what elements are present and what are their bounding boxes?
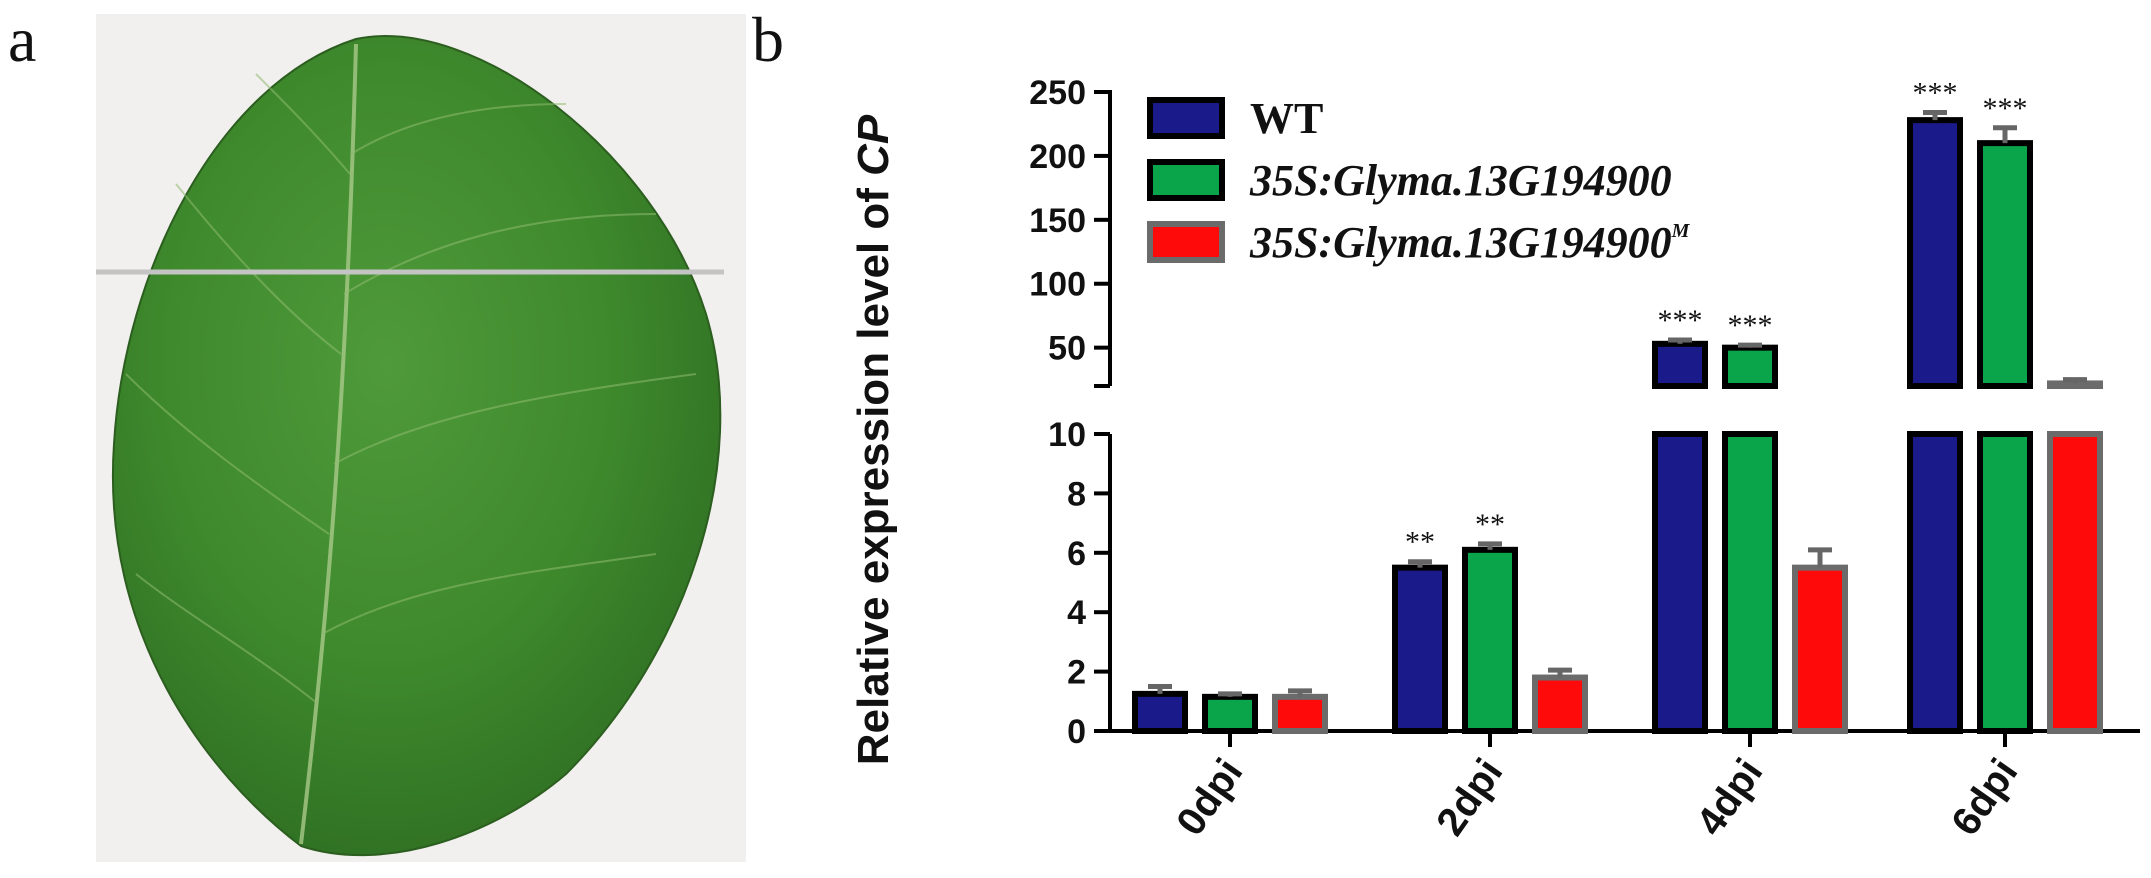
panel-a-label: a <box>8 4 37 75</box>
leaf-image <box>82 35 724 857</box>
bar-upper-segment <box>1977 140 2033 389</box>
legend-label: 35S:Glyma.13G194900M <box>1249 218 1691 267</box>
y-tick-label-lower: 10 <box>1048 416 1086 454</box>
bar-0-3 <box>1907 109 1963 734</box>
x-category-label: 6dpi <box>1943 751 2026 844</box>
bar <box>1462 546 1518 735</box>
y-tick-label-lower: 4 <box>1067 594 1086 632</box>
bar-1-3 <box>1977 125 2033 734</box>
bar-1-1 <box>1462 541 1518 735</box>
bar-2-2 <box>1792 547 1848 735</box>
bar-upper-segment <box>1722 344 1778 389</box>
bar <box>1272 693 1328 734</box>
bar-upper-segment <box>1907 117 1963 390</box>
bar <box>1202 693 1258 734</box>
legend-label: 35S:Glyma.13G194900 <box>1249 156 1672 205</box>
y-tick-label-upper: 200 <box>1029 138 1086 176</box>
legend-swatch <box>1147 97 1225 139</box>
bar-lower-segment <box>1977 431 2033 734</box>
bar <box>1532 674 1588 734</box>
legend-swatch <box>1147 159 1225 201</box>
bar-0-2 <box>1652 337 1708 734</box>
significance-label: *** <box>1913 76 1958 109</box>
bar-lower-segment <box>1722 431 1778 734</box>
significance-label: ** <box>1405 526 1435 559</box>
leaf-midrib <box>299 43 358 845</box>
y-tick-label-lower: 2 <box>1067 654 1086 692</box>
bar-0-0 <box>1132 683 1188 734</box>
bar-upper-segment <box>2047 380 2103 390</box>
y-tick-label-upper: 150 <box>1029 202 1086 240</box>
bar <box>1132 690 1188 734</box>
bar-lower-segment <box>2047 431 2103 734</box>
y-tick-label-lower: 8 <box>1067 475 1086 513</box>
legend-swatch <box>1147 221 1225 263</box>
bar-0-1 <box>1392 559 1448 735</box>
legend-label: WT <box>1250 94 1323 143</box>
bar-2-3 <box>2047 377 2103 734</box>
bar-2-0 <box>1272 688 1328 734</box>
y-axis-label-gene: CP <box>849 114 898 176</box>
x-category-label: 2dpi <box>1428 751 1511 844</box>
leaf-blade <box>111 35 722 857</box>
bar-2-1 <box>1532 667 1588 734</box>
bar-lower-segment <box>1652 431 1708 734</box>
bar-1-0 <box>1202 691 1258 734</box>
significance-label: ** <box>1475 508 1505 541</box>
bar <box>1392 564 1448 735</box>
x-category-label: 4dpi <box>1688 751 1771 844</box>
y-tick-label-upper: 50 <box>1048 330 1086 368</box>
y-axis-label-prefix: Relative expression level of <box>849 176 898 765</box>
significance-label: *** <box>1983 92 2028 125</box>
y-tick-label-upper: 100 <box>1029 266 1086 304</box>
bar <box>1792 564 1848 735</box>
leaf-photo-panel <box>82 14 746 862</box>
significance-label: *** <box>1728 309 1773 342</box>
panel-b-label: b <box>752 4 784 75</box>
bar-upper-segment <box>1652 340 1708 389</box>
leaf-veins <box>125 73 697 705</box>
x-category-label: 0dpi <box>1168 751 1251 844</box>
y-tick-label-lower: 0 <box>1067 713 1086 751</box>
bar-1-2 <box>1722 342 1778 734</box>
significance-label: *** <box>1658 304 1703 337</box>
y-tick-label-lower: 6 <box>1067 535 1086 573</box>
y-tick-label-upper: 250 <box>1029 74 1086 112</box>
y-axis-label: Relative expression level of CP <box>849 114 898 765</box>
bar-lower-segment <box>1907 431 1963 734</box>
